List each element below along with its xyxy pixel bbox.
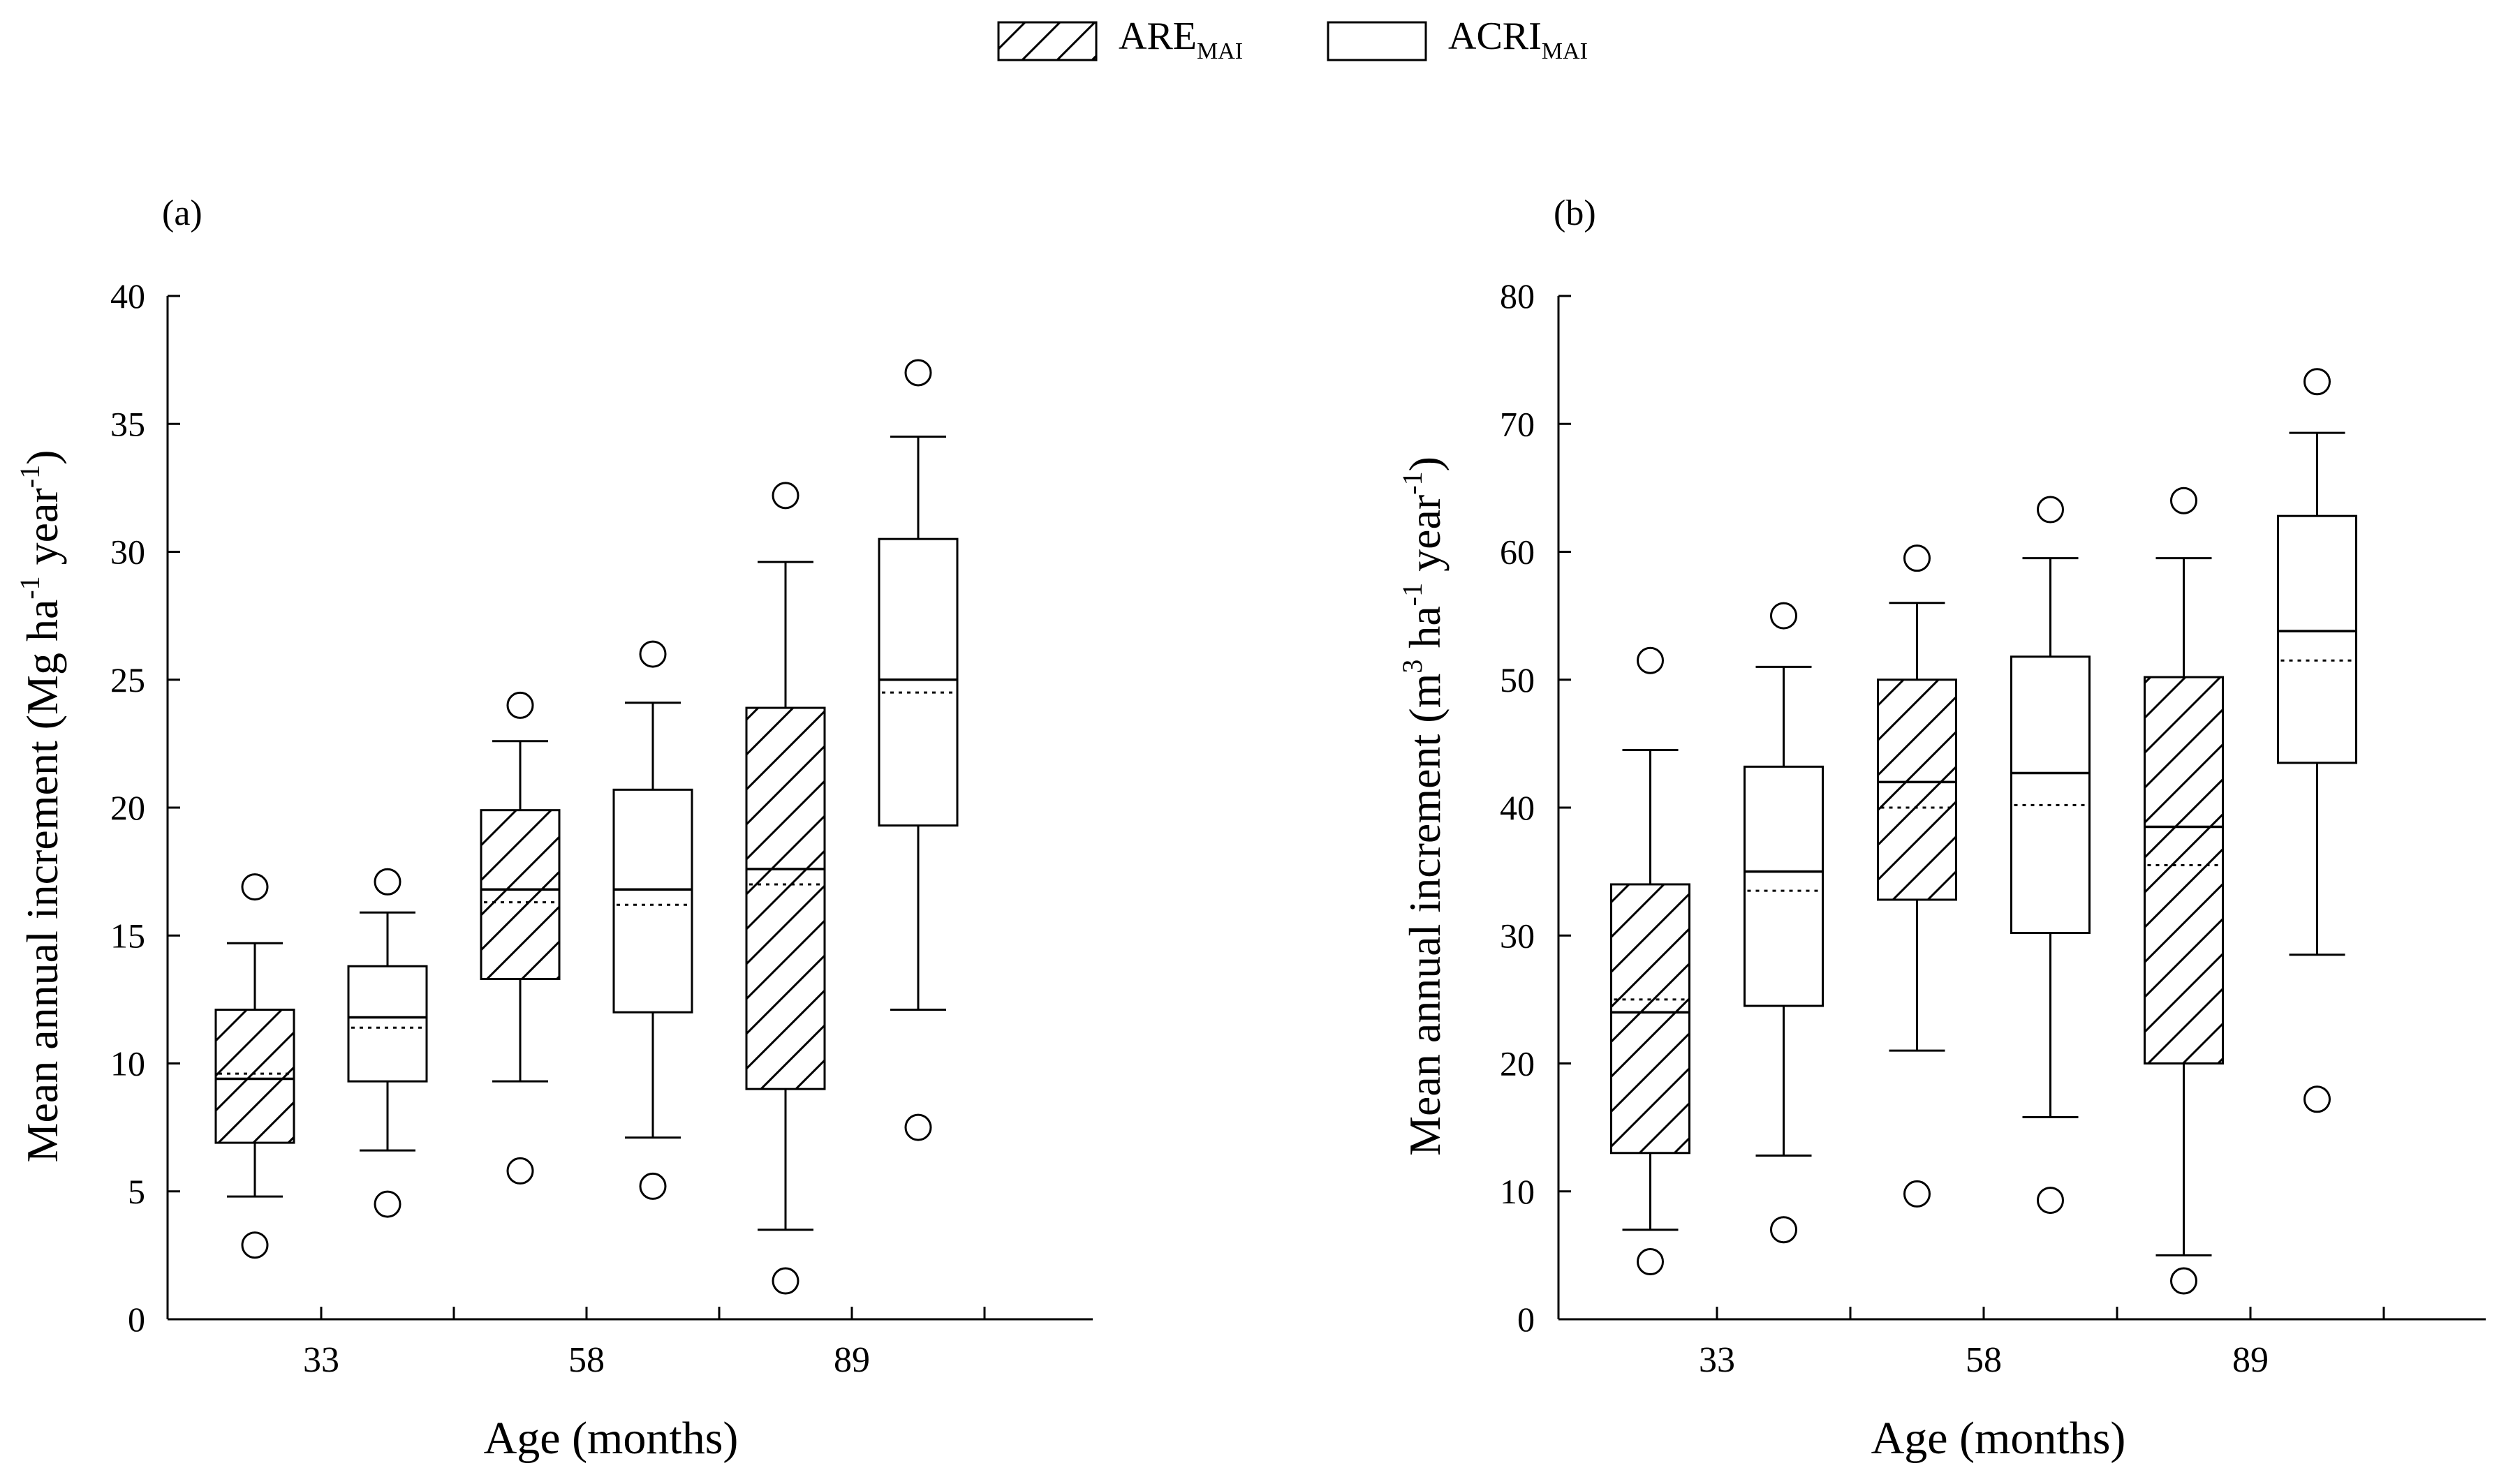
box-iqr [1610, 883, 1690, 1155]
outlier-point [2037, 496, 2064, 524]
panel-b-y-tick-label: 40 [1500, 788, 1535, 827]
panel-b-x-tick-label: 33 [1699, 1340, 1735, 1380]
outlier-point [639, 1172, 667, 1200]
panel-b-y-tick-label: 50 [1500, 660, 1535, 699]
panel-a-box-are-33 [214, 873, 295, 1259]
panel-a-box-acri-89 [878, 359, 959, 1141]
panel-b-box-acri-33 [1744, 602, 1824, 1244]
outlier-point [1903, 1180, 1931, 1208]
panel-b-box-are-58 [1877, 544, 1957, 1208]
outlier-point [2037, 1187, 2064, 1215]
panel-a-y-tick-label: 20 [110, 788, 145, 827]
outlier-point [904, 359, 932, 387]
panel-b-x-tick-label: 89 [2232, 1340, 2269, 1380]
panel-b-plot: 0 10 20 30 40 50 60 70 80 33 58 89 [1500, 276, 2486, 1380]
outlier-point [639, 640, 667, 668]
panel-a-y-tick-label: 15 [110, 916, 145, 955]
panel-a-plot: 0 5 10 15 20 25 30 35 40 33 58 89 [110, 276, 1093, 1380]
panel-a-x-tick-label: 58 [568, 1340, 605, 1380]
panel-b-y-tick-label: 60 [1500, 533, 1535, 572]
panel-a-x-tick-label: 33 [303, 1340, 339, 1380]
outlier-point [1770, 602, 1797, 630]
panel-a-y-tick-label: 10 [110, 1044, 145, 1083]
panel-a-y-tick-label: 35 [110, 404, 145, 443]
legend-swatch-hatched [997, 21, 1098, 61]
panel-b-y-tick-label: 80 [1500, 276, 1535, 316]
box-iqr [347, 965, 428, 1083]
panel-b-xlabel: Age (months) [1871, 1413, 2126, 1464]
panel-a-x-tick-label: 89 [834, 1340, 870, 1380]
outlier-point [1637, 1248, 1664, 1276]
panel-b-box-acri-89 [2277, 368, 2357, 1113]
legend: AREMAI ACRIMAI [997, 15, 1588, 64]
outlier-point [1637, 646, 1664, 674]
legend-label-acri-sub: MAI [1542, 38, 1588, 64]
legend-label-acri: ACRIMAI [1448, 15, 1588, 64]
panel-b-box-are-33 [1610, 646, 1690, 1276]
box-iqr [214, 1009, 295, 1144]
outlier-point [772, 1267, 799, 1295]
panel-a-y-tick-label: 25 [110, 660, 145, 699]
box-iqr [2144, 676, 2224, 1064]
panel-b-y-tick-label: 70 [1500, 404, 1535, 443]
panel-b-y-tick-label: 20 [1500, 1044, 1535, 1083]
box-iqr [480, 809, 561, 981]
panel-a-tag: (a) [162, 193, 202, 233]
outlier-point [506, 1157, 534, 1185]
legend-label-are-sub: MAI [1197, 38, 1243, 64]
panel-a-box-acri-33 [347, 868, 428, 1218]
outlier-point [506, 691, 534, 719]
outlier-point [772, 482, 799, 510]
box-iqr [2277, 514, 2357, 764]
panel-b: (b) Mean annual increment (m3 ha-1 year-… [1396, 193, 2486, 1464]
panel-b-tag: (b) [1554, 193, 1596, 233]
panel-a: (a) Mean annual increment (Mg ha-1 year-… [14, 193, 1093, 1464]
box-iqr [612, 788, 693, 1014]
panel-a-y-tick-label: 5 [128, 1172, 145, 1211]
panel-a-box-are-89 [745, 482, 826, 1295]
outlier-point [2170, 1267, 2197, 1295]
outlier-point [1770, 1216, 1797, 1244]
outlier-point [1903, 544, 1931, 572]
legend-label-acri-name: ACRI [1448, 15, 1542, 58]
panel-a-ylabel: Mean annual increment (Mg ha-1 year-1) [14, 450, 67, 1163]
panel-a-xlabel: Age (months) [484, 1413, 739, 1464]
panel-a-box-are-58 [480, 691, 561, 1185]
panel-b-x-tick-label: 58 [1966, 1340, 2002, 1380]
panel-a-y-tick-label: 0 [128, 1300, 145, 1339]
panel-b-y-tick-label: 0 [1517, 1300, 1535, 1339]
panel-b-ylabel: Mean annual increment (m3 ha-1 year-1) [1396, 457, 1450, 1156]
box-iqr [2010, 655, 2091, 935]
outlier-point [374, 1190, 401, 1218]
outlier-point [241, 873, 269, 901]
outlier-point [2170, 487, 2197, 514]
outlier-point [904, 1113, 932, 1141]
panel-a-y-tick-label: 40 [110, 276, 145, 316]
box-iqr [1744, 765, 1824, 1007]
box-iqr [745, 706, 826, 1090]
legend-swatch-open [1327, 21, 1427, 61]
panel-b-box-acri-58 [2010, 496, 2091, 1215]
panel-b-box-are-89 [2144, 487, 2224, 1295]
legend-label-are-name: ARE [1119, 15, 1197, 58]
outlier-point [241, 1231, 269, 1259]
panel-a-y-tick-label: 30 [110, 533, 145, 572]
panel-a-box-acri-58 [612, 640, 693, 1200]
legend-label-are: AREMAI [1119, 15, 1243, 64]
outlier-point [2303, 1085, 2331, 1113]
outlier-point [374, 868, 401, 896]
panel-b-y-tick-label: 10 [1500, 1172, 1535, 1211]
panel-b-y-tick-label: 30 [1500, 916, 1535, 955]
box-iqr [878, 537, 959, 827]
outlier-point [2303, 368, 2331, 396]
box-iqr [1877, 678, 1957, 901]
